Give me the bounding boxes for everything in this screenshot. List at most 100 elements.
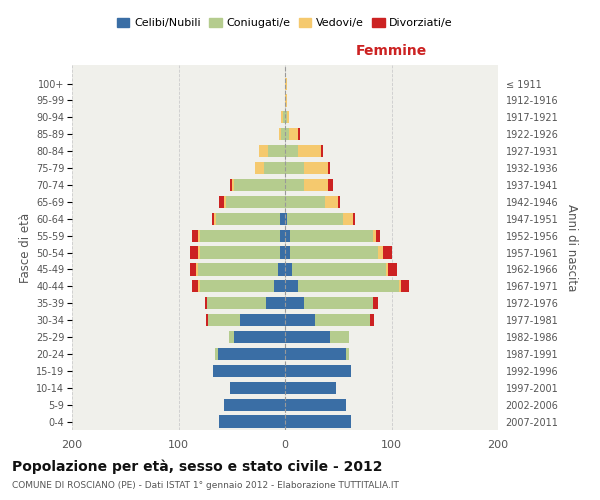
Bar: [285, 331, 330, 343]
Bar: [386, 264, 388, 276]
Bar: [196, 264, 197, 276]
Bar: [285, 94, 287, 106]
Bar: [285, 348, 346, 360]
Bar: [328, 179, 333, 191]
Bar: [193, 280, 197, 292]
Bar: [338, 196, 340, 208]
Bar: [285, 314, 315, 326]
Bar: [285, 280, 298, 292]
Bar: [193, 230, 197, 242]
Bar: [343, 212, 353, 225]
Bar: [287, 112, 289, 124]
Text: COMUNE DI ROSCIANO (PE) - Dati ISTAT 1° gennaio 2012 - Elaborazione TUTTITALIA.I: COMUNE DI ROSCIANO (PE) - Dati ISTAT 1° …: [12, 481, 399, 490]
Bar: [373, 230, 376, 242]
Bar: [298, 145, 321, 158]
Bar: [266, 297, 285, 310]
Bar: [278, 264, 285, 276]
Bar: [197, 246, 200, 258]
Bar: [285, 230, 290, 242]
Bar: [190, 246, 197, 258]
Bar: [207, 297, 266, 310]
Bar: [292, 264, 386, 276]
Bar: [304, 162, 328, 174]
Bar: [280, 230, 285, 242]
Bar: [224, 398, 285, 410]
Bar: [200, 246, 280, 258]
Y-axis label: Fasce di età: Fasce di età: [19, 212, 32, 282]
Y-axis label: Anni di nascita: Anni di nascita: [565, 204, 578, 291]
Bar: [232, 179, 234, 191]
Bar: [208, 314, 240, 326]
Bar: [285, 365, 351, 377]
Bar: [287, 212, 343, 225]
Bar: [328, 162, 330, 174]
Bar: [285, 416, 351, 428]
Bar: [212, 212, 214, 225]
Bar: [219, 416, 285, 428]
Bar: [298, 128, 300, 140]
Bar: [290, 230, 373, 242]
Bar: [285, 162, 304, 174]
Bar: [285, 145, 298, 158]
Bar: [229, 331, 234, 343]
Bar: [197, 264, 278, 276]
Bar: [226, 196, 285, 208]
Bar: [278, 128, 281, 140]
Bar: [206, 314, 208, 326]
Bar: [255, 162, 264, 174]
Bar: [281, 128, 285, 140]
Bar: [285, 246, 290, 258]
Bar: [234, 179, 285, 191]
Bar: [197, 230, 200, 242]
Legend: Celibi/Nubili, Coniugati/e, Vedovi/e, Divorziati/e: Celibi/Nubili, Coniugati/e, Vedovi/e, Di…: [115, 16, 455, 30]
Bar: [285, 297, 304, 310]
Bar: [370, 314, 374, 326]
Bar: [224, 196, 226, 208]
Bar: [321, 145, 323, 158]
Bar: [285, 264, 292, 276]
Text: Popolazione per età, sesso e stato civile - 2012: Popolazione per età, sesso e stato civil…: [12, 459, 383, 473]
Bar: [346, 348, 349, 360]
Bar: [285, 179, 304, 191]
Bar: [205, 297, 207, 310]
Text: Femmine: Femmine: [356, 44, 427, 58]
Bar: [230, 179, 232, 191]
Bar: [383, 246, 392, 258]
Bar: [401, 280, 409, 292]
Bar: [325, 196, 338, 208]
Bar: [230, 382, 285, 394]
Bar: [330, 331, 349, 343]
Bar: [218, 348, 285, 360]
Bar: [190, 264, 196, 276]
Bar: [285, 78, 287, 90]
Bar: [234, 331, 285, 343]
Bar: [281, 112, 283, 124]
Bar: [264, 162, 285, 174]
Bar: [353, 212, 355, 225]
Bar: [216, 212, 280, 225]
Bar: [197, 280, 200, 292]
Bar: [200, 230, 280, 242]
Bar: [214, 212, 216, 225]
Bar: [285, 112, 287, 124]
Bar: [377, 246, 383, 258]
Bar: [373, 297, 377, 310]
Bar: [285, 382, 336, 394]
Bar: [290, 246, 377, 258]
Bar: [280, 212, 285, 225]
Bar: [376, 230, 380, 242]
Bar: [388, 264, 397, 276]
Bar: [304, 297, 373, 310]
Bar: [399, 280, 401, 292]
Bar: [285, 212, 287, 225]
Bar: [285, 196, 325, 208]
Bar: [298, 280, 399, 292]
Bar: [315, 314, 370, 326]
Bar: [280, 246, 285, 258]
Bar: [212, 365, 285, 377]
Bar: [274, 280, 285, 292]
Bar: [285, 398, 346, 410]
Bar: [259, 145, 268, 158]
Bar: [240, 314, 285, 326]
Bar: [200, 280, 274, 292]
